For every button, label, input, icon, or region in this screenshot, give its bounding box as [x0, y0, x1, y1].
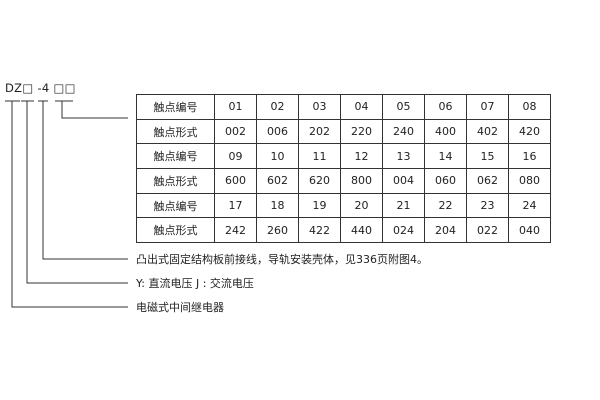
table-cell: 11: [298, 143, 341, 170]
table-cell: 21: [382, 192, 425, 219]
table-row: 触点编号 09 10 11 12 13 14 15 16: [136, 143, 551, 170]
row-label: 触点编号: [136, 94, 215, 120]
table-cell: 22: [424, 192, 467, 219]
note-structure: 凸出式固定结构板前接线，导轨安装壳体，见336页附图4。: [136, 253, 428, 266]
table-cell: 09: [214, 143, 257, 170]
table-cell: 16: [508, 143, 551, 170]
table-cell: 242: [214, 217, 257, 244]
leader-line-structure: [38, 100, 128, 260]
row-label: 触点形式: [136, 118, 215, 145]
table-cell: 062: [466, 168, 509, 194]
table-cell: 06: [424, 94, 467, 120]
leader-line-series: [5, 100, 128, 308]
table-cell: 002: [214, 118, 257, 145]
table-cell: 422: [298, 217, 341, 244]
table-row: 触点编号 17 18 19 20 21 22 23 24: [136, 192, 551, 219]
table-cell: 23: [466, 192, 509, 219]
table-cell: 600: [214, 168, 257, 194]
table-cell: 400: [424, 118, 467, 145]
leader-line-voltage: [21, 100, 128, 284]
note-relay-type: 电磁式中间继电器: [136, 301, 224, 314]
contact-table: 触点编号 01 02 03 04 05 06 07 08 触点形式 002 006 202 220 240 4…: [136, 94, 551, 244]
note-voltage: Y: 直流电压 J : 交流电压: [136, 277, 254, 290]
table-cell: 006: [256, 118, 299, 145]
table-cell: 060: [424, 168, 467, 194]
table-cell: 022: [466, 217, 509, 244]
table-cell: 260: [256, 217, 299, 244]
table-row: 触点形式 002 006 202 220 240 400 402 420: [136, 118, 551, 145]
table-cell: 08: [508, 94, 551, 120]
table-cell: 04: [340, 94, 383, 120]
row-label: 触点形式: [136, 217, 215, 244]
table-row: 触点形式 600 602 620 800 004 060 062 080: [136, 168, 551, 194]
table-row: 触点形式 242 260 422 440 024 204 022 040: [136, 217, 551, 244]
table-cell: 15: [466, 143, 509, 170]
table-cell: 024: [382, 217, 425, 244]
table-cell: 03: [298, 94, 341, 120]
model-code: DZ□ -4 □□: [5, 81, 76, 95]
table-cell: 13: [382, 143, 425, 170]
table-cell: 05: [382, 94, 425, 120]
table-cell: 10: [256, 143, 299, 170]
table-cell: 620: [298, 168, 341, 194]
table-cell: 01: [214, 94, 257, 120]
table-cell: 202: [298, 118, 341, 145]
table-row: 触点编号 01 02 03 04 05 06 07 08: [136, 94, 551, 120]
table-cell: 19: [298, 192, 341, 219]
table-cell: 07: [466, 94, 509, 120]
table-cell: 17: [214, 192, 257, 219]
table-cell: 240: [382, 118, 425, 145]
table-cell: 004: [382, 168, 425, 194]
table-cell: 220: [340, 118, 383, 145]
leader-line-contacts: [55, 100, 128, 119]
row-label: 触点编号: [136, 143, 215, 170]
table-cell: 02: [256, 94, 299, 120]
table-cell: 080: [508, 168, 551, 194]
table-cell: 040: [508, 217, 551, 244]
table-cell: 18: [256, 192, 299, 219]
table-cell: 24: [508, 192, 551, 219]
table-cell: 402: [466, 118, 509, 145]
table-cell: 800: [340, 168, 383, 194]
table-cell: 14: [424, 143, 467, 170]
table-cell: 420: [508, 118, 551, 145]
row-label: 触点编号: [136, 192, 215, 219]
table-cell: 602: [256, 168, 299, 194]
row-label: 触点形式: [136, 168, 215, 194]
table-cell: 204: [424, 217, 467, 244]
table-cell: 440: [340, 217, 383, 244]
table-cell: 12: [340, 143, 383, 170]
table-cell: 20: [340, 192, 383, 219]
